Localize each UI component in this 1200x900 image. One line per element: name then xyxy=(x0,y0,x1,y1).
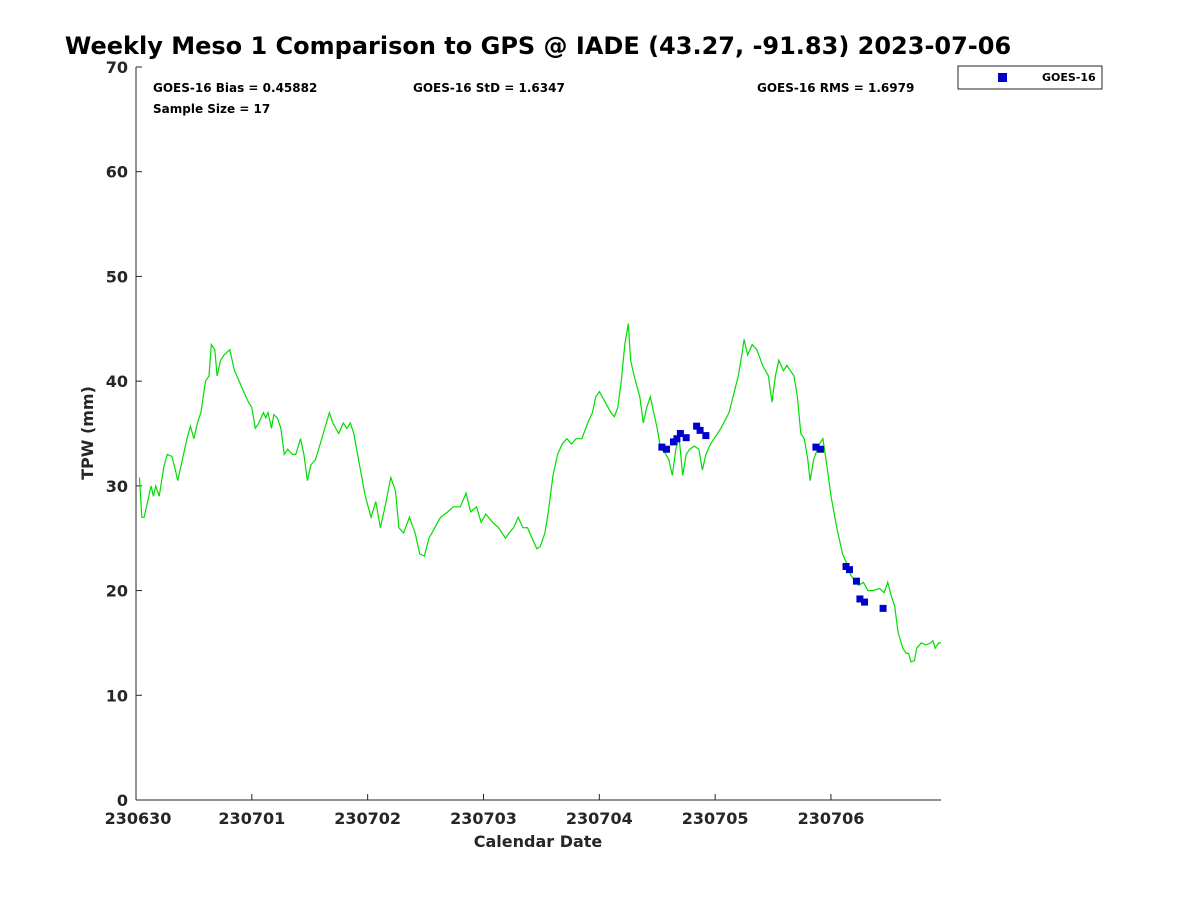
goes16-point xyxy=(693,422,701,430)
goes16-point xyxy=(852,577,860,585)
plot-frame xyxy=(135,67,941,801)
y-axis-label: TPW (mm) xyxy=(78,386,97,480)
goes16-point xyxy=(861,598,869,606)
bias-stat: GOES-16 Bias = 0.45882 xyxy=(153,81,317,95)
goes16-point xyxy=(845,566,853,574)
y-tick-label: 30 xyxy=(106,477,128,496)
goes16-point xyxy=(662,445,670,453)
y-tick-label: 10 xyxy=(106,686,128,705)
x-axis-label: Calendar Date xyxy=(474,832,603,851)
x-tick-label: 230702 xyxy=(334,809,401,828)
goes16-point xyxy=(856,595,864,603)
sample-size-stat: Sample Size = 17 xyxy=(153,102,270,116)
x-tick-label: 230701 xyxy=(218,809,285,828)
goes16-point xyxy=(676,430,684,437)
y-tick-label: 20 xyxy=(106,582,128,601)
goes16-point xyxy=(696,426,704,434)
chart-title: Weekly Meso 1 Comparison to GPS @ IADE (… xyxy=(65,32,1011,60)
y-tick-label: 60 xyxy=(106,163,128,182)
y-tick-label: 50 xyxy=(106,267,128,286)
std-stat: GOES-16 StD = 1.6347 xyxy=(413,81,565,95)
x-axis-ticks: 230630 230701 230702 230703 230704 230705 2307… xyxy=(105,794,865,828)
goes16-point xyxy=(702,432,710,440)
y-tick-label: 70 xyxy=(106,58,128,77)
goes16-point xyxy=(658,443,666,451)
gps-series-line xyxy=(138,323,941,663)
goes16-point xyxy=(673,435,681,443)
y-tick-label: 0 xyxy=(117,791,128,810)
goes16-point xyxy=(682,434,690,442)
legend-marker-goes16 xyxy=(998,73,1007,82)
goes16-point xyxy=(879,604,887,612)
x-tick-label: 230706 xyxy=(798,809,865,828)
legend-label-goes16: GOES-16 xyxy=(1042,71,1096,84)
y-axis-ticks: 0 10 20 30 40 50 60 70 xyxy=(106,58,142,810)
goes16-point xyxy=(812,443,820,451)
goes16-point xyxy=(817,445,825,453)
rms-stat: GOES-16 RMS = 1.6979 xyxy=(757,81,914,95)
legend: GOES-16 xyxy=(957,65,1103,90)
y-tick-label: 40 xyxy=(106,372,128,391)
x-tick-label: 230630 xyxy=(105,809,172,828)
goes16-series-points xyxy=(658,422,887,612)
x-tick-label: 230703 xyxy=(450,809,517,828)
legend-box xyxy=(957,65,1103,90)
x-tick-label: 230704 xyxy=(566,809,633,828)
x-tick-label: 230705 xyxy=(682,809,749,828)
